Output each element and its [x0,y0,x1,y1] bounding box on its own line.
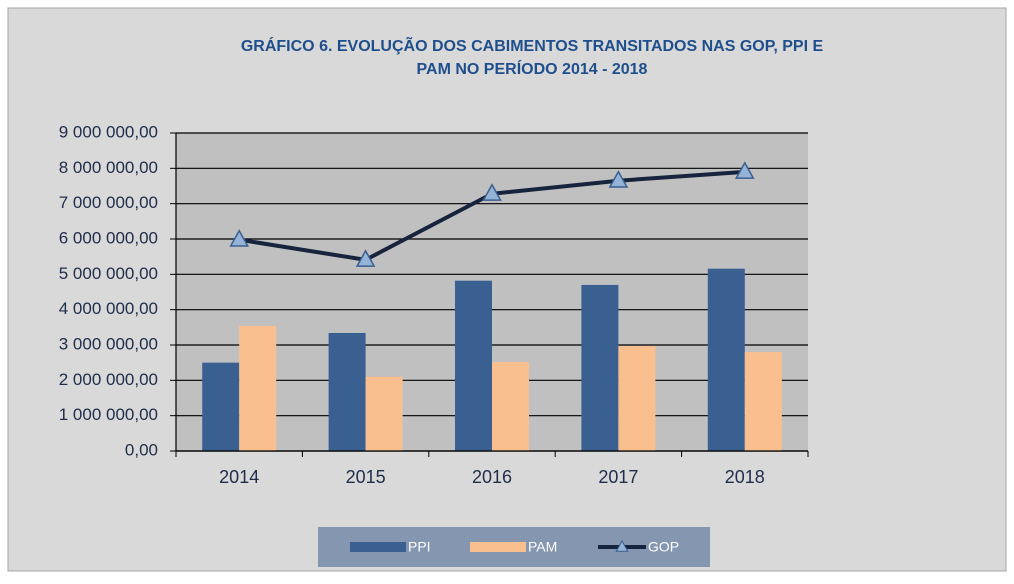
y-tick-label: 3 000 000,00 [59,334,158,353]
legend-swatch [350,542,406,552]
x-tick-label: 2017 [598,467,638,487]
bar [707,268,745,451]
y-tick-label: 8 000 000,00 [59,158,158,177]
y-tick-label: 6 000 000,00 [59,228,158,247]
y-tick-label: 9 000 000,00 [59,122,158,141]
y-tick-label: 5 000 000,00 [59,264,158,283]
y-tick-label: 7 000 000,00 [59,193,158,212]
marker [608,170,629,188]
legend-label: PPI [408,539,431,555]
legend-marker [615,539,629,552]
bar [239,325,277,451]
chart-title: PAM NO PERÍODO 2014 - 2018 [417,59,648,78]
x-tick-label: 2015 [346,467,386,487]
bar [581,284,619,451]
bar [328,332,366,451]
bar [202,362,240,451]
bar [365,376,403,451]
bar [744,352,782,451]
marker [355,249,376,267]
legend-label: GOP [648,539,679,555]
bar [492,361,529,451]
bar [455,280,492,451]
chart-title: GRÁFICO 6. EVOLUÇÃO DOS CABIMENTOS TRANS… [241,35,824,55]
y-tick-label: 1 000 000,00 [59,405,158,424]
legend-label: PAM [528,539,557,555]
marker [734,161,755,179]
y-tick-label: 2 000 000,00 [59,370,158,389]
bar [618,346,656,451]
y-tick-label: 0,00 [125,440,158,459]
x-tick-label: 2018 [725,467,765,487]
x-tick-label: 2014 [219,467,259,487]
marker [482,183,502,201]
y-tick-label: 4 000 000,00 [59,299,158,318]
legend-swatch [470,542,526,552]
x-tick-label: 2016 [472,467,512,487]
marker [229,229,250,247]
